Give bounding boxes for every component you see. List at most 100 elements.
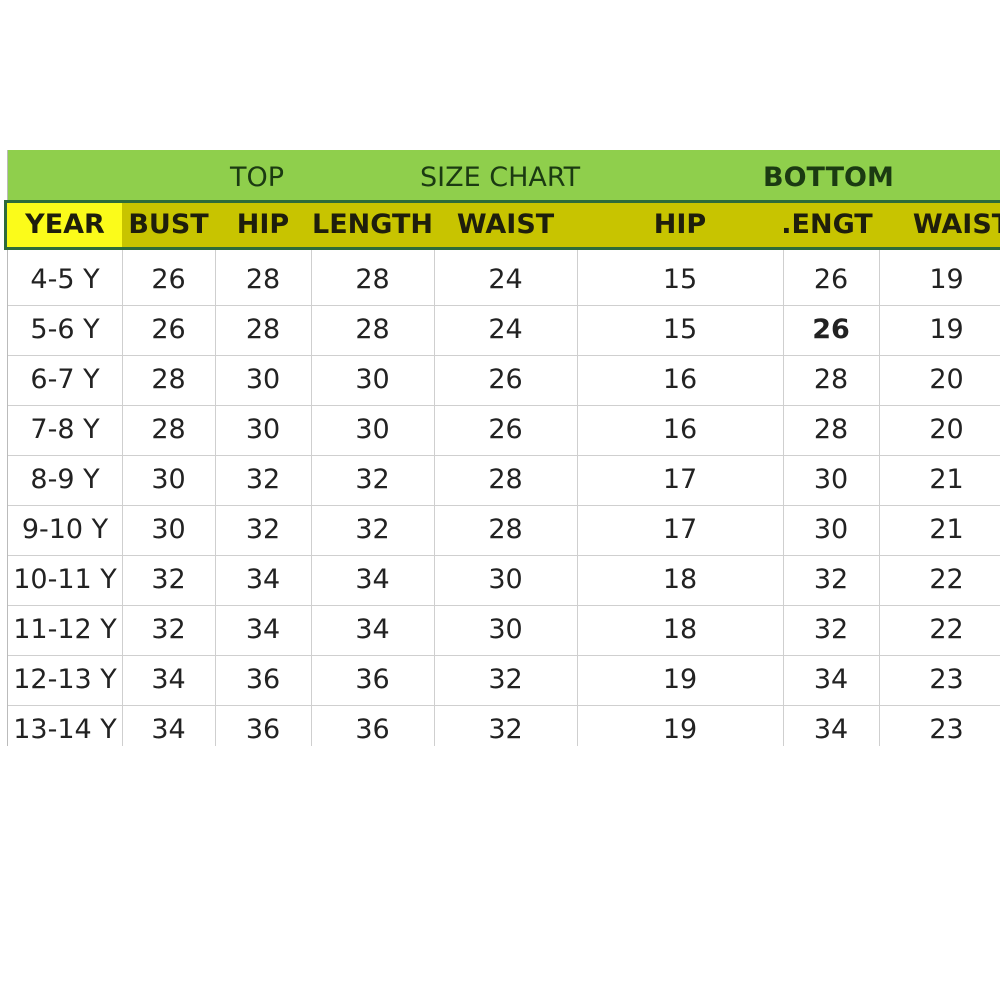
measurement-cell: 26	[488, 414, 523, 445]
grid-line	[8, 305, 1000, 306]
measurement-cell: 28	[151, 414, 186, 445]
measurement-cell: 26	[151, 264, 186, 295]
grid-line	[8, 655, 1000, 656]
size-chart-table: TOP SIZE CHART BOTTOM YEAR BUST HIP LENGTH W…	[0, 150, 1000, 746]
grid-line	[8, 605, 1000, 606]
left-border	[7, 150, 8, 746]
year-cell: 4-5 Y	[30, 264, 100, 295]
grid-line	[215, 250, 216, 746]
measurement-cell: 32	[355, 514, 390, 545]
section-band: TOP SIZE CHART BOTTOM	[8, 150, 1000, 200]
year-cell: 13-14 Y	[13, 714, 117, 745]
measurement-cell: 26	[488, 364, 523, 395]
measurement-cell: 28	[245, 314, 281, 345]
year-cell: 10-11 Y	[13, 564, 117, 595]
year-cell: 12-13 Y	[13, 664, 117, 695]
measurement-cell: 28	[151, 364, 186, 395]
measurement-cell: 16	[662, 364, 698, 395]
measurement-cell: 24	[488, 264, 523, 295]
measurement-cell: 26	[812, 314, 850, 345]
measurement-cell: 32	[813, 564, 849, 595]
measurement-cell: 30	[245, 364, 281, 395]
grid-line	[8, 555, 1000, 556]
measurement-cell: 22	[929, 564, 964, 595]
column-header: HIP	[653, 209, 707, 240]
measurement-cell: 18	[662, 564, 698, 595]
column-header: .ENGT	[781, 209, 873, 240]
year-cell: 9-10 Y	[21, 514, 109, 545]
measurement-cell: 36	[355, 664, 390, 695]
header-row	[4, 200, 1000, 250]
year-cell: 5-6 Y	[30, 314, 100, 345]
grid-line	[783, 250, 784, 746]
bottom-section-label: BOTTOM	[763, 162, 894, 193]
measurement-cell: 28	[813, 364, 849, 395]
measurement-cell: 15	[662, 314, 698, 345]
measurement-cell: 32	[245, 514, 281, 545]
measurement-cell: 26	[813, 264, 849, 295]
measurement-cell: 28	[488, 464, 523, 495]
year-cell: 7-8 Y	[30, 414, 100, 445]
measurement-cell: 30	[151, 464, 186, 495]
measurement-cell: 34	[245, 564, 281, 595]
measurement-cell: 34	[245, 614, 281, 645]
measurement-cell: 32	[813, 614, 849, 645]
column-header: HIP	[236, 209, 290, 240]
measurement-cell: 34	[355, 614, 390, 645]
grid-line	[8, 355, 1000, 356]
measurement-cell: 32	[151, 614, 186, 645]
year-header-bg	[7, 203, 122, 247]
grid-line	[577, 250, 578, 746]
year-cell: 11-12 Y	[13, 614, 117, 645]
measurement-cell: 16	[662, 414, 698, 445]
measurement-cell: 30	[813, 514, 849, 545]
measurement-cell: 30	[488, 564, 523, 595]
measurement-cell: 36	[355, 714, 390, 745]
column-header: LENGTH	[312, 209, 433, 240]
measurement-cell: 32	[151, 564, 186, 595]
column-header: BUST	[128, 209, 209, 240]
measurement-cell: 30	[488, 614, 523, 645]
measurement-cell: 28	[245, 264, 281, 295]
measurement-cell: 28	[488, 514, 523, 545]
measurement-cell: 30	[245, 414, 281, 445]
measurement-cell: 28	[355, 264, 390, 295]
year-cell: 6-7 Y	[30, 364, 100, 395]
measurement-cell: 23	[929, 664, 964, 695]
measurement-cell: 34	[813, 664, 849, 695]
column-header: WAIST	[912, 209, 1000, 240]
measurement-cell: 36	[245, 714, 281, 745]
measurement-cell: 20	[929, 414, 964, 445]
measurement-cell: 17	[662, 464, 698, 495]
measurement-cell: 21	[929, 514, 964, 545]
measurement-cell: 30	[355, 364, 390, 395]
measurement-cell: 32	[488, 714, 523, 745]
grid-line	[8, 405, 1000, 406]
measurement-cell: 32	[245, 464, 281, 495]
measurement-cell: 28	[813, 414, 849, 445]
measurement-cell: 15	[662, 264, 698, 295]
measurement-cell: 20	[929, 364, 964, 395]
column-header: YEAR	[25, 209, 105, 240]
measurement-cell: 21	[929, 464, 964, 495]
measurement-cell: 19	[662, 664, 698, 695]
measurement-cell: 30	[355, 414, 390, 445]
measurement-cell: 19	[929, 314, 964, 345]
measurement-cell: 19	[662, 714, 698, 745]
measurement-cell: 34	[355, 564, 390, 595]
grid-line	[8, 705, 1000, 706]
measurement-cell: 32	[488, 664, 523, 695]
top-section-label: TOP	[230, 162, 285, 193]
grid-line	[879, 250, 880, 746]
grid-line	[434, 250, 435, 746]
measurement-cell: 36	[245, 664, 281, 695]
measurement-cell: 28	[355, 314, 390, 345]
grid-line	[311, 250, 312, 746]
measurement-cell: 17	[662, 514, 698, 545]
measurement-cell: 19	[929, 264, 964, 295]
grid-line	[8, 505, 1000, 506]
measurement-cell: 32	[355, 464, 390, 495]
measurement-cell: 34	[151, 664, 186, 695]
measurement-cell: 30	[813, 464, 849, 495]
measurement-cell: 22	[929, 614, 964, 645]
